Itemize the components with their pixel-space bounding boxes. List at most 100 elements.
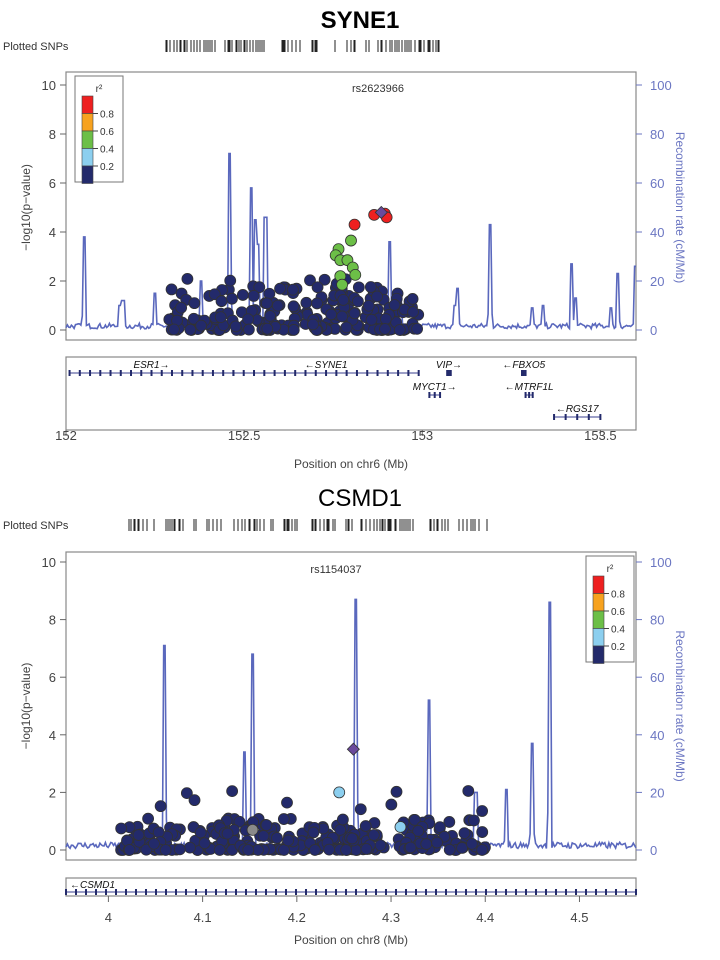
legend-swatch: [592, 593, 605, 612]
snp-point: [364, 281, 377, 293]
chart-title: CSMD1: [318, 485, 402, 512]
snp-point: [184, 323, 197, 336]
gene-track-frame: [65, 877, 637, 897]
snp-point: [260, 819, 273, 832]
snp-point: [180, 787, 193, 800]
snp-point: [247, 290, 260, 302]
gene-exon: [524, 392, 527, 398]
gene-exon: [524, 370, 527, 376]
gene-exon: [315, 889, 317, 895]
snp-point: [385, 798, 398, 811]
gene-exon: [65, 889, 67, 895]
gene-exon: [205, 889, 207, 895]
gene-exon: [445, 889, 447, 895]
plotted-snps-label: Plotted SNPs: [3, 520, 69, 532]
lead-snp-point: [374, 205, 388, 219]
snp-point: [309, 844, 321, 856]
snp-point: [261, 322, 274, 335]
gene-exon: [175, 889, 177, 895]
x-tick-label: 4.4: [476, 910, 494, 925]
x-tick-label: 4.5: [570, 910, 588, 925]
legend-label: 0.6: [611, 607, 625, 618]
gene-exon: [150, 370, 153, 376]
gene-rgs17: ←RGS17: [553, 404, 602, 420]
legend-swatch: [592, 628, 605, 647]
gene-exon: [295, 889, 297, 895]
x-tick-label: 4.3: [382, 910, 400, 925]
gene-exon: [525, 889, 527, 895]
gene-exon: [130, 370, 133, 376]
snp-point: [443, 843, 456, 856]
gene-exon: [215, 889, 217, 895]
snp-point: [456, 842, 468, 854]
gene-exon: [435, 889, 437, 895]
gene-exon: [465, 889, 467, 895]
legend-label: 0.2: [100, 162, 114, 173]
y2-axis-label: Recombination rate (cM/Mb): [673, 132, 687, 283]
snp-point: [411, 322, 424, 335]
gene-exon: [314, 370, 317, 376]
gene-exon: [165, 889, 167, 895]
gene-exon: [564, 414, 567, 420]
snp-point: [287, 300, 300, 313]
gene-exon: [135, 889, 137, 895]
gene-exon: [222, 370, 225, 376]
legend-swatch: [592, 645, 605, 664]
snp-point: [215, 295, 228, 308]
x-tick-label: 153.5: [584, 428, 617, 443]
gene-exon: [185, 889, 187, 895]
gene-exon: [191, 370, 194, 376]
snp-point: [221, 827, 234, 840]
plotted-snps-rug: [128, 519, 488, 531]
gene-label: ←FBXO5: [502, 360, 545, 371]
gene-exon: [68, 370, 71, 376]
y-tick-label: 10: [42, 555, 56, 570]
snp-point: [462, 785, 475, 797]
snp-point: [260, 297, 273, 310]
snp-point: [334, 823, 347, 836]
y-tick-label: 6: [49, 176, 56, 191]
gene-exon: [407, 370, 410, 376]
gene-exon: [89, 370, 92, 376]
gene-exon: [325, 889, 327, 895]
gene-exon: [425, 889, 427, 895]
snp-point: [408, 814, 421, 826]
gene-exon: [305, 889, 307, 895]
r2-legend: r² 0.8 0.6 0.4 0.2: [74, 75, 124, 184]
gene-exon: [417, 370, 420, 376]
gene-exon: [75, 889, 77, 895]
gene-exon: [201, 370, 204, 376]
gene-exon: [345, 370, 348, 376]
snp-point: [337, 294, 350, 306]
gene-exon: [195, 889, 197, 895]
gene-exon: [355, 889, 357, 895]
gene-exon: [235, 889, 237, 895]
y-tick-label: 4: [49, 225, 56, 240]
y2-tick-label: 20: [650, 274, 664, 289]
snp-point: [175, 301, 188, 314]
gene-exon: [595, 889, 597, 895]
snp-point: [148, 837, 160, 850]
gene-exon: [335, 889, 337, 895]
gene-exon: [587, 414, 590, 420]
gene-exon: [365, 889, 367, 895]
gene-exon: [375, 889, 377, 895]
gene-exon: [253, 370, 256, 376]
snp-point: [333, 786, 346, 799]
gene-exon: [273, 370, 276, 376]
y2-tick-label: 100: [650, 78, 672, 93]
gene-exon: [232, 370, 235, 376]
snp-point: [476, 844, 489, 856]
gene-label: ←RGS17: [556, 404, 599, 415]
gene-exon: [265, 889, 267, 895]
legend-swatch: [592, 575, 605, 594]
gene-exon: [335, 370, 338, 376]
snp-point: [336, 813, 349, 826]
snp-point: [466, 837, 478, 850]
gene-track-frame: [65, 356, 637, 431]
y-tick-label: 0: [49, 843, 56, 858]
gene-exon: [505, 889, 507, 895]
snp-point: [242, 323, 255, 336]
